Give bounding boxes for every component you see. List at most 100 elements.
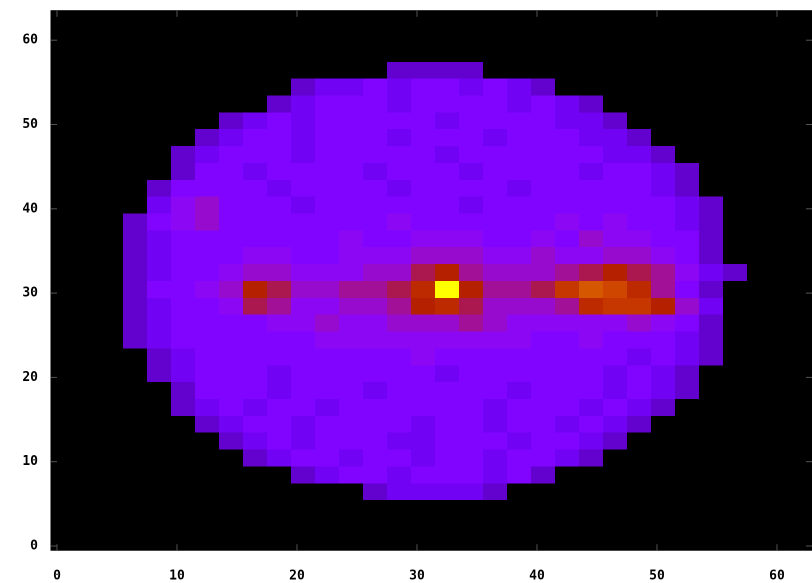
- cell: [219, 27, 244, 45]
- cell: [603, 78, 628, 96]
- cell: [411, 61, 436, 79]
- cell: [171, 364, 196, 383]
- cell: [267, 246, 292, 265]
- cell: [243, 78, 268, 96]
- cell: [483, 364, 508, 383]
- cell: [603, 10, 628, 29]
- cell: [579, 482, 604, 501]
- cell: [51, 229, 76, 248]
- cell: [171, 196, 196, 214]
- cell: [75, 10, 100, 29]
- cell: [555, 465, 580, 484]
- cell: [411, 263, 436, 281]
- cell: [363, 128, 388, 147]
- cell: [747, 44, 772, 62]
- cell: [51, 213, 76, 231]
- cell: [555, 314, 580, 332]
- cell: [171, 398, 196, 416]
- cell: [51, 10, 76, 29]
- cell: [315, 263, 340, 281]
- cell: [75, 499, 100, 517]
- cell: [435, 533, 460, 550]
- cell: [147, 280, 172, 298]
- cell: [171, 111, 196, 130]
- cell: [651, 27, 676, 45]
- cell: [723, 10, 748, 29]
- cell: [459, 27, 484, 45]
- cell: [171, 465, 196, 484]
- cell: [123, 145, 148, 163]
- cell: [531, 263, 556, 281]
- cell: [243, 44, 268, 62]
- cell: [339, 516, 364, 534]
- cell: [123, 449, 148, 467]
- cell: [555, 398, 580, 416]
- cell: [363, 364, 388, 383]
- cell: [171, 347, 196, 366]
- cell: [75, 465, 100, 484]
- cell: [795, 331, 812, 349]
- heatmap-area: [51, 10, 812, 550]
- cell: [747, 347, 772, 366]
- cell: [387, 398, 412, 416]
- cell: [267, 27, 292, 45]
- cell: [459, 314, 484, 332]
- cell: [579, 246, 604, 265]
- cell: [579, 162, 604, 180]
- cell: [531, 213, 556, 231]
- cell: [147, 229, 172, 248]
- cell: [579, 179, 604, 197]
- cell: [723, 482, 748, 501]
- cell: [795, 449, 812, 467]
- cell: [507, 280, 532, 298]
- cell: [723, 364, 748, 383]
- cell: [795, 44, 812, 62]
- cell: [363, 533, 388, 550]
- cell: [267, 482, 292, 501]
- cell: [483, 94, 508, 113]
- cell: [675, 482, 700, 501]
- cell: [51, 94, 76, 113]
- cell: [651, 179, 676, 197]
- cell: [771, 162, 796, 180]
- cell: [459, 381, 484, 399]
- cell: [435, 331, 460, 349]
- cell: [267, 398, 292, 416]
- cell: [747, 61, 772, 79]
- cell: [363, 398, 388, 416]
- cell: [315, 229, 340, 248]
- cell: [747, 10, 772, 29]
- cell: [99, 61, 124, 79]
- cell: [291, 179, 316, 197]
- cell: [675, 10, 700, 29]
- cell: [51, 246, 76, 265]
- cell: [699, 280, 724, 298]
- cell: [747, 196, 772, 214]
- cell: [267, 263, 292, 281]
- cell: [771, 246, 796, 265]
- cell: [747, 145, 772, 163]
- cell: [267, 128, 292, 147]
- cell: [507, 347, 532, 366]
- cell: [339, 213, 364, 231]
- cell: [579, 347, 604, 366]
- cell: [795, 364, 812, 383]
- cell: [675, 364, 700, 383]
- cell: [723, 246, 748, 265]
- cell: [699, 145, 724, 163]
- cell: [291, 78, 316, 96]
- cell: [99, 229, 124, 248]
- cell: [195, 44, 220, 62]
- cell: [411, 213, 436, 231]
- cell: [699, 78, 724, 96]
- cell: [123, 533, 148, 550]
- cell: [243, 432, 268, 450]
- cell: [195, 331, 220, 349]
- cell: [771, 10, 796, 29]
- cell: [315, 347, 340, 366]
- cell: [507, 465, 532, 484]
- cell: [339, 246, 364, 265]
- cell: [651, 78, 676, 96]
- cell: [555, 263, 580, 281]
- cell: [75, 347, 100, 366]
